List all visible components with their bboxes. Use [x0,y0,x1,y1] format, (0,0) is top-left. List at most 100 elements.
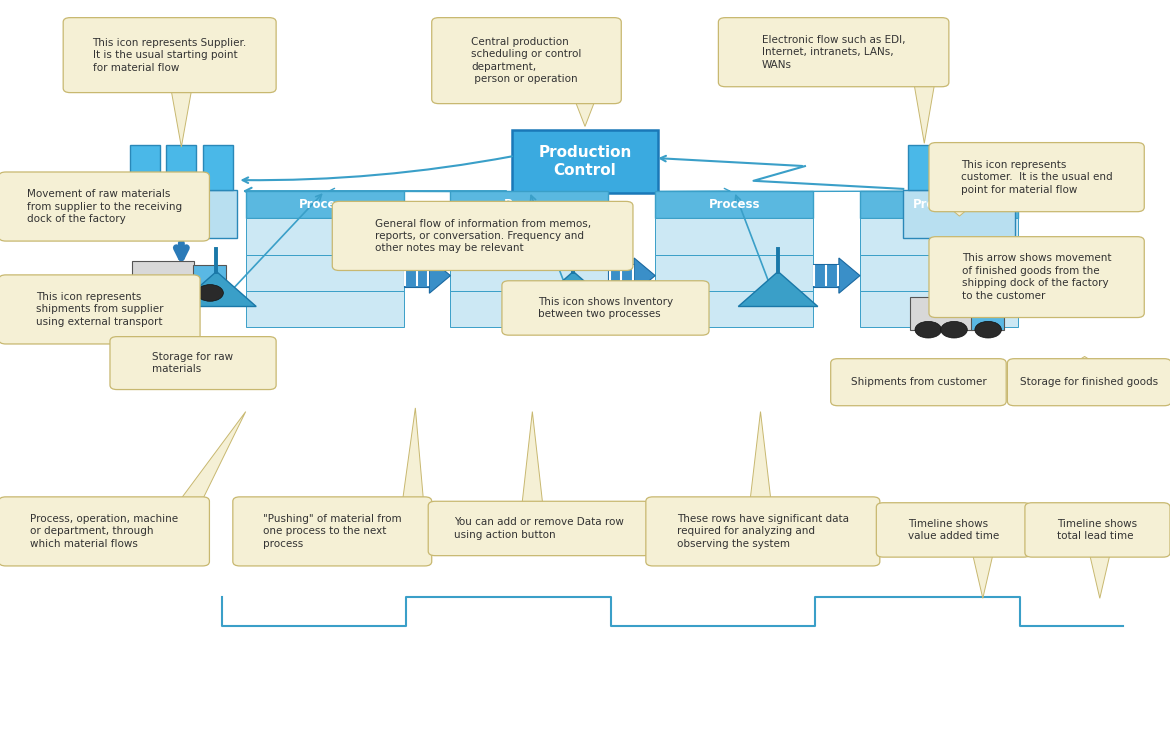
Text: Process, operation, machine
or department, through
which material flows: Process, operation, machine or departmen… [30,514,178,549]
FancyBboxPatch shape [432,18,621,104]
Polygon shape [171,229,192,237]
Polygon shape [1042,271,1122,306]
FancyBboxPatch shape [0,497,209,566]
Polygon shape [655,254,813,291]
FancyBboxPatch shape [0,275,200,344]
Polygon shape [166,146,197,190]
Text: Process: Process [708,198,761,211]
Polygon shape [202,146,233,190]
Polygon shape [903,190,1016,238]
Polygon shape [655,291,813,327]
FancyBboxPatch shape [110,337,276,390]
Text: Electronic flow such as EDI,
Internet, intranets, LANs,
WANs: Electronic flow such as EDI, Internet, i… [762,35,906,70]
Polygon shape [813,264,839,287]
Circle shape [137,284,164,301]
Polygon shape [563,318,584,331]
Polygon shape [949,369,970,401]
Polygon shape [171,88,192,147]
Polygon shape [132,260,194,293]
Text: Central production
scheduling or control
department,
 person or operation: Central production scheduling or control… [472,37,581,85]
FancyBboxPatch shape [63,18,276,93]
Text: This icon represents Supplier.
It is the usual starting point
for material flow: This icon represents Supplier. It is the… [92,37,247,73]
FancyBboxPatch shape [428,501,651,556]
Circle shape [197,284,223,301]
Text: "Pushing" of material from
one process to the next
process: "Pushing" of material from one process t… [263,514,401,549]
FancyBboxPatch shape [0,172,209,241]
Text: Process: Process [503,198,556,211]
FancyBboxPatch shape [718,18,949,87]
Text: This icon represents
shipments from supplier
using external transport: This icon represents shipments from supp… [36,292,163,327]
Polygon shape [440,259,461,266]
FancyBboxPatch shape [876,503,1031,557]
Polygon shape [450,191,608,218]
Polygon shape [972,553,993,598]
Polygon shape [125,190,238,238]
FancyBboxPatch shape [512,130,658,193]
FancyBboxPatch shape [332,201,633,270]
Polygon shape [634,258,655,293]
Text: Process: Process [298,198,351,211]
Polygon shape [246,291,404,327]
FancyBboxPatch shape [646,497,880,566]
Polygon shape [1074,356,1095,363]
Polygon shape [209,356,230,385]
Polygon shape [910,297,972,330]
Circle shape [975,321,1002,338]
Polygon shape [246,218,404,254]
Text: General flow of information from memos,
reports, or conversation. Frequency and
: General flow of information from memos, … [374,218,591,254]
Text: Storage for raw
materials: Storage for raw materials [152,352,234,374]
Polygon shape [429,258,450,293]
FancyBboxPatch shape [929,237,1144,318]
Polygon shape [130,146,160,190]
Polygon shape [860,291,1018,327]
FancyBboxPatch shape [831,359,1006,406]
FancyBboxPatch shape [1025,503,1170,557]
Polygon shape [860,254,1018,291]
Polygon shape [839,258,860,293]
Polygon shape [914,82,935,143]
Polygon shape [944,146,975,190]
Polygon shape [1089,553,1110,598]
FancyBboxPatch shape [502,281,709,335]
Text: Timeline shows
value added time: Timeline shows value added time [908,519,999,541]
Polygon shape [171,318,192,340]
Text: Shipments from customer: Shipments from customer [851,377,986,387]
Polygon shape [608,264,634,287]
Polygon shape [404,264,429,287]
Polygon shape [574,99,596,126]
Polygon shape [655,218,813,254]
Polygon shape [177,271,256,306]
Polygon shape [246,254,404,291]
Circle shape [163,284,190,301]
FancyBboxPatch shape [929,143,1144,212]
Text: These rows have significant data
required for analyzing and
observing the system: These rows have significant data require… [676,514,849,549]
Polygon shape [534,271,613,306]
Text: This icon represents
customer.  It is the usual end
point for material flow: This icon represents customer. It is the… [961,159,1113,195]
Polygon shape [949,207,970,216]
Polygon shape [193,265,226,293]
Polygon shape [860,218,1018,254]
FancyBboxPatch shape [1007,359,1170,406]
Polygon shape [738,271,818,306]
Circle shape [915,321,942,338]
Polygon shape [522,412,543,506]
Polygon shape [246,191,404,218]
Text: This icon shows Inventory
between two processes: This icon shows Inventory between two pr… [538,297,673,319]
Polygon shape [450,254,608,291]
Polygon shape [860,191,1018,218]
Polygon shape [181,412,246,503]
Text: Timeline shows
total lead time: Timeline shows total lead time [1058,519,1137,541]
Polygon shape [655,191,813,218]
Circle shape [941,321,968,338]
Polygon shape [750,412,771,501]
Text: Movement of raw materials
from supplier to the receiving
dock of the factory: Movement of raw materials from supplier … [27,189,181,224]
Polygon shape [402,408,424,501]
Text: You can add or remove Data row
using action button: You can add or remove Data row using act… [454,517,625,539]
Text: This arrow shows movement
of finished goods from the
shipping dock of the factor: This arrow shows movement of finished go… [962,254,1112,301]
Polygon shape [908,146,938,190]
Text: Process: Process [913,198,965,211]
Polygon shape [450,218,608,254]
Polygon shape [980,146,1011,190]
Polygon shape [450,291,608,327]
FancyBboxPatch shape [233,497,432,566]
